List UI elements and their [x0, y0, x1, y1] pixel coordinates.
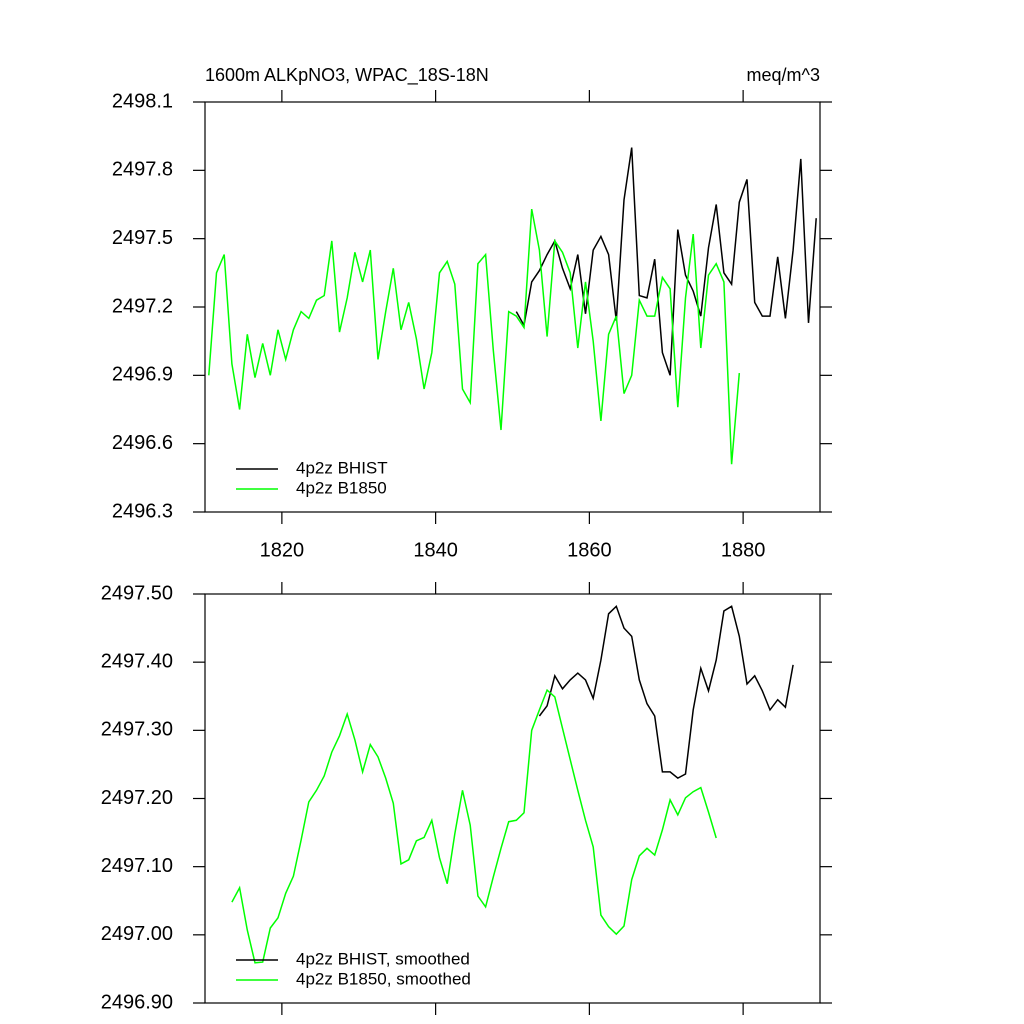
y-tick-label: 2497.30 — [101, 719, 173, 741]
plot-frame — [204, 593, 821, 1004]
y-tick-label: 2497.00 — [101, 923, 173, 945]
y-tick-label: 2496.9 — [112, 364, 173, 386]
legend-label: 4p2z BHIST — [296, 458, 388, 477]
x-tick-label: 1880 — [721, 539, 766, 561]
y-tick-label: 2496.90 — [101, 991, 173, 1013]
y-tick-label: 2497.5 — [112, 227, 173, 249]
series-line — [208, 208, 741, 465]
legend-label: 4p2z B1850 — [296, 478, 387, 497]
series-line — [538, 604, 794, 779]
x-tick-label: 1840 — [413, 539, 458, 561]
y-tick-label: 2497.50 — [101, 582, 173, 604]
units-label: meq/m^3 — [747, 65, 820, 85]
y-tick-label: 2498.1 — [112, 90, 173, 112]
y-tick-label: 2497.10 — [101, 855, 173, 877]
series-line — [515, 147, 817, 376]
plot-frame — [204, 101, 821, 513]
y-tick-label: 2496.6 — [112, 432, 173, 454]
x-tick-label: 1860 — [567, 539, 612, 561]
legend-label: 4p2z BHIST, smoothed — [296, 949, 470, 968]
series-line — [231, 688, 717, 964]
x-tick-label: 1820 — [260, 539, 305, 561]
chart-title: 1600m ALKpNO3, WPAC_18S-18N — [205, 65, 489, 86]
y-tick-label: 2497.20 — [101, 787, 173, 809]
legend-label: 4p2z B1850, smoothed — [296, 969, 471, 988]
y-tick-label: 2497.2 — [112, 295, 173, 317]
y-tick-label: 2497.40 — [101, 650, 173, 672]
y-tick-label: 2497.8 — [112, 159, 173, 181]
y-tick-label: 2496.3 — [112, 500, 173, 522]
